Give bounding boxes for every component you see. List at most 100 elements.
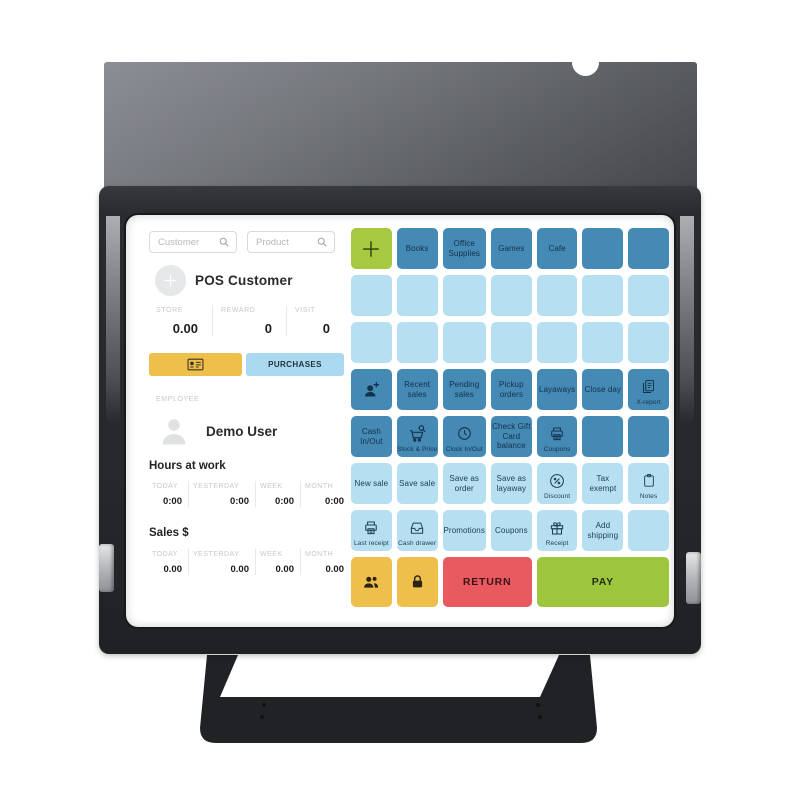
monitor-stand <box>200 655 597 743</box>
tax-exempt-button[interactable]: Tax exempt <box>582 463 624 504</box>
search-icon <box>316 236 328 248</box>
check-gift-card-balance-button[interactable]: Check Gift Card balance <box>490 416 532 457</box>
empty-product-button[interactable] <box>628 322 669 363</box>
sales-column: WEEK 0.00 <box>255 549 300 575</box>
customer-search-placeholder: Customer <box>158 236 200 248</box>
sales-column: YESTERDAY 0.00 <box>188 549 255 575</box>
search-icon <box>218 236 230 248</box>
empty-product-button[interactable] <box>582 275 624 316</box>
employee-name: Demo User <box>206 423 278 439</box>
close-day-button[interactable]: Close day <box>582 369 624 410</box>
empty-product-button[interactable] <box>536 275 578 316</box>
hours-title: Hours at work <box>149 460 226 472</box>
save-as-layaway-button[interactable]: Save as layaway <box>490 463 532 504</box>
empty-product-button[interactable] <box>442 275 486 316</box>
lock-icon <box>409 573 426 591</box>
empty-product-button[interactable] <box>351 275 392 316</box>
coupons-button[interactable]: Coupons <box>490 510 532 551</box>
pos-button-grid: Books Office Supplies Games <box>351 228 669 607</box>
empty-product-button[interactable] <box>490 275 532 316</box>
promotions-button[interactable]: Promotions <box>442 510 486 551</box>
empty-product-button[interactable] <box>490 322 532 363</box>
save-sale-button[interactable]: Save sale <box>396 463 438 504</box>
coupons-print-button[interactable]: Coupons <box>536 416 578 457</box>
employee-avatar <box>162 419 186 445</box>
filter-side-tab-left <box>106 216 120 424</box>
filter-clip-left <box>99 544 114 592</box>
empty-action-button[interactable] <box>582 416 624 457</box>
stat-column: VISIT 0 <box>286 305 344 336</box>
hours-column: YESTERDAY 0:00 <box>188 481 255 507</box>
empty-category-button[interactable] <box>628 228 669 269</box>
category-cafe-button[interactable]: Cafe <box>536 228 578 269</box>
purchases-button[interactable]: PURCHASES <box>246 353 344 376</box>
people-icon <box>361 573 381 591</box>
stand-screw <box>262 703 266 707</box>
plus-icon <box>360 238 382 260</box>
customer-card-button[interactable] <box>149 353 242 376</box>
add-customer-button[interactable] <box>351 369 392 410</box>
empty-product-button[interactable] <box>442 322 486 363</box>
clock-in-out-button[interactable]: Clock In/Out <box>442 416 486 457</box>
customer-search-input[interactable]: Customer <box>149 231 237 253</box>
hours-stats: TODAY 0:00 YESTERDAY 0:00 WEEK 0:00 <box>148 481 350 507</box>
customer-row: POS Customer <box>155 265 293 296</box>
plus-icon <box>164 274 177 287</box>
x-report-button[interactable]: X-report <box>628 369 669 410</box>
hours-column: WEEK 0:00 <box>255 481 300 507</box>
employee-section-label: EMPLOYEE <box>156 396 200 403</box>
pay-button[interactable]: PAY <box>536 557 669 607</box>
last-receipt-button[interactable]: Last receipt <box>351 510 392 551</box>
customers-button[interactable] <box>351 557 392 607</box>
empty-category-button[interactable] <box>582 228 624 269</box>
empty-action-button[interactable] <box>628 510 669 551</box>
filter-side-tab-right <box>680 216 694 424</box>
add-customer-avatar[interactable] <box>155 265 186 296</box>
report-icon <box>640 378 657 395</box>
hours-column: TODAY 0:00 <box>152 483 182 507</box>
stand-screw <box>536 703 540 707</box>
save-as-order-button[interactable]: Save as order <box>442 463 486 504</box>
empty-product-button[interactable] <box>396 322 438 363</box>
clock-icon <box>456 425 473 442</box>
return-button[interactable]: RETURN <box>442 557 532 607</box>
lock-button[interactable] <box>396 557 438 607</box>
sales-title: Sales $ <box>149 527 189 539</box>
customer-actions: PURCHASES <box>149 353 344 376</box>
layaways-button[interactable]: Layaways <box>536 369 578 410</box>
receipt-button[interactable]: Receipt <box>536 510 578 551</box>
cash-drawer-button[interactable]: Cash drawer <box>396 510 438 551</box>
stand-screw <box>538 715 542 719</box>
pickup-orders-button[interactable]: Pickup orders <box>490 369 532 410</box>
category-games-button[interactable]: Games <box>490 228 532 269</box>
discount-button[interactable]: Discount <box>536 463 578 504</box>
empty-product-button[interactable] <box>582 322 624 363</box>
pending-sales-button[interactable]: Pending sales <box>442 369 486 410</box>
category-office-supplies-button[interactable]: Office Supplies <box>442 228 486 269</box>
stock-and-price-button[interactable]: Stock & Price <box>396 416 438 457</box>
empty-action-button[interactable] <box>628 416 669 457</box>
cash-in-out-button[interactable]: Cash In/Out <box>351 416 392 457</box>
sales-stats: TODAY 0.00 YESTERDAY 0.00 WEEK 0.00 <box>148 549 350 575</box>
notes-button[interactable]: Notes <box>628 463 669 504</box>
empty-product-button[interactable] <box>351 322 392 363</box>
add-category-button[interactable] <box>351 228 392 269</box>
product-search-placeholder: Product <box>256 236 289 248</box>
customer-stats: STORE 0.00 REWARD 0 VISIT 0 <box>148 305 344 336</box>
new-sale-button[interactable]: New sale <box>351 463 392 504</box>
add-shipping-button[interactable]: Add shipping <box>582 510 624 551</box>
filter-finger-notch <box>572 49 599 76</box>
empty-product-button[interactable] <box>396 275 438 316</box>
customer-name: POS Customer <box>195 273 293 288</box>
privacy-filter-sheet <box>104 49 697 190</box>
empty-product-button[interactable] <box>536 322 578 363</box>
product-search-input[interactable]: Product <box>247 231 335 253</box>
cart-search-icon <box>407 424 427 444</box>
sales-column: MONTH 0.00 <box>300 549 350 575</box>
empty-product-button[interactable] <box>628 275 669 316</box>
stat-column: STORE 0.00 <box>156 307 198 336</box>
person-plus-icon <box>361 379 382 400</box>
employee-row: Demo User <box>156 413 277 449</box>
category-books-button[interactable]: Books <box>396 228 438 269</box>
recent-sales-button[interactable]: Recent sales <box>396 369 438 410</box>
